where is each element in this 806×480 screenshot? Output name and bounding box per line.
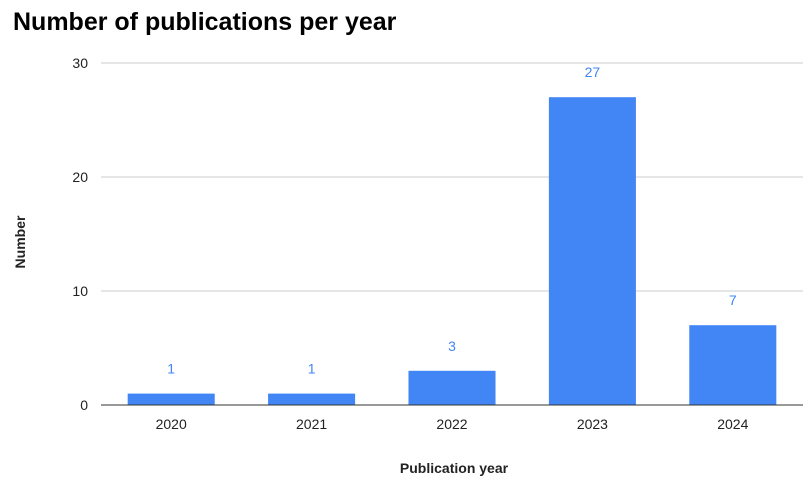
data-label-2021: 1 xyxy=(308,361,316,377)
chart-title: Number of publications per year xyxy=(13,8,397,36)
x-tick-label-2022: 2022 xyxy=(436,416,467,432)
bar-2020 xyxy=(127,393,215,405)
bars xyxy=(127,97,777,405)
y-tick-label: 0 xyxy=(80,397,88,413)
data-label-2020: 1 xyxy=(167,361,175,377)
bar-2023 xyxy=(548,97,636,405)
data-labels: 1 1 3 27 7 xyxy=(167,64,737,376)
x-tick-label-2021: 2021 xyxy=(296,416,327,432)
data-label-2022: 3 xyxy=(448,338,456,354)
data-label-2024: 7 xyxy=(729,292,737,308)
gridlines xyxy=(101,62,803,292)
bar-2021 xyxy=(268,393,356,405)
bar-2024 xyxy=(689,325,777,405)
y-tick-label: 20 xyxy=(72,169,88,185)
x-axis-title: Publication year xyxy=(400,460,509,476)
data-label-2023: 27 xyxy=(585,64,601,80)
x-axis-ticks: 2020 2021 2022 2023 2024 xyxy=(156,416,749,432)
bar-2022 xyxy=(408,370,496,405)
y-tick-label: 30 xyxy=(72,55,88,71)
y-tick-label: 10 xyxy=(72,283,88,299)
y-axis-ticks: 0 10 20 30 xyxy=(72,55,88,413)
x-tick-label-2023: 2023 xyxy=(577,416,608,432)
x-tick-label-2020: 2020 xyxy=(156,416,187,432)
x-tick-label-2024: 2024 xyxy=(717,416,748,432)
y-axis-title: Number xyxy=(12,215,28,268)
